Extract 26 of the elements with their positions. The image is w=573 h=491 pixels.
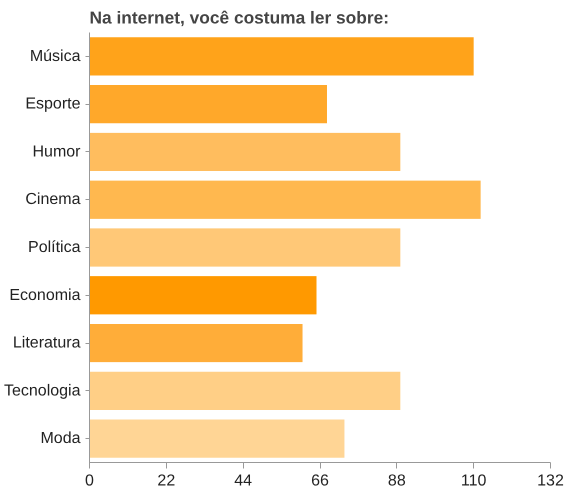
x-tick-label: 22 xyxy=(157,472,176,490)
bar xyxy=(90,180,481,219)
bar xyxy=(90,37,474,76)
bar xyxy=(90,276,317,314)
y-tick-label: Literatura xyxy=(12,334,81,352)
bar xyxy=(90,372,400,410)
bar xyxy=(90,324,303,362)
bar xyxy=(90,85,327,124)
y-tick-label: Tecnologia xyxy=(4,382,81,400)
y-tick-label: Moda xyxy=(40,430,81,448)
y-tick-label: Humor xyxy=(32,143,82,160)
y-tick-label: Esporte xyxy=(25,96,81,113)
x-tick-label: 88 xyxy=(388,472,406,490)
y-tick-label: Música xyxy=(30,48,81,65)
x-tick-label: 0 xyxy=(85,472,94,490)
bar xyxy=(90,228,400,267)
x-tick-label: 66 xyxy=(311,472,329,490)
x-tick-label: 132 xyxy=(537,472,564,490)
x-tick-label: 44 xyxy=(234,472,252,490)
y-tick-label: Cinema xyxy=(25,191,81,208)
y-tick-label: Política xyxy=(28,239,81,256)
chart-title: Na internet, você costuma ler sobre: xyxy=(90,8,389,28)
bar xyxy=(90,420,344,458)
x-tick-label: 110 xyxy=(460,472,487,490)
y-tick-label: Economia xyxy=(9,286,81,304)
bar xyxy=(90,132,400,172)
